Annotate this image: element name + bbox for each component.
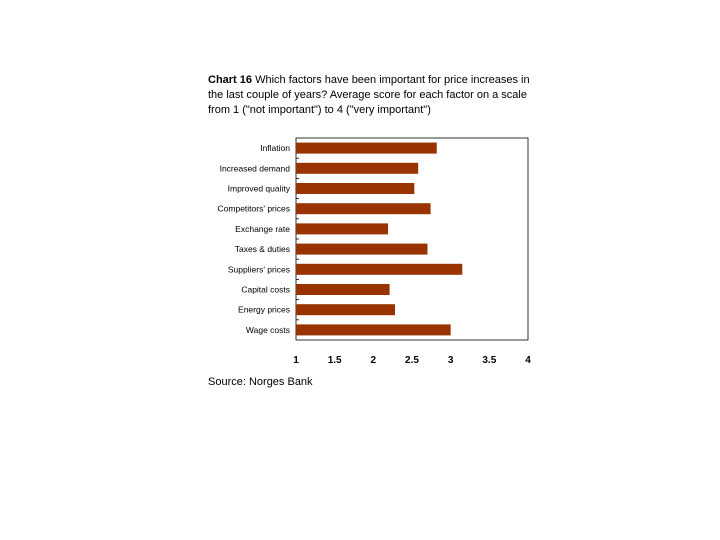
x-tick-label: 2 [371,355,377,366]
bar [296,263,463,275]
category-label: Capital costs [241,285,290,295]
bar [296,243,428,255]
bar [296,284,390,295]
x-tick-label: 3.5 [482,355,496,366]
chart-number: Chart 16 [208,74,253,86]
category-label: Increased demand [220,163,291,173]
bar [296,223,389,235]
plot-frame [295,137,529,341]
x-tick-label: 3 [448,355,454,366]
category-label: Improved quality [228,184,291,194]
category-label: Inflation [260,143,290,153]
bar [296,324,451,336]
category-labels: Inflation Increased demand Improved qualit… [218,143,291,335]
bar [296,162,419,174]
x-tick-label: 1.5 [328,355,342,366]
category-label: Suppliers' prices [228,264,290,274]
x-tick-label: 4 [525,355,531,366]
category-label: Energy prices [238,305,290,315]
category-label: Competitors' prices [218,204,290,214]
x-tick-label: 2.5 [405,355,419,366]
x-tick-label: 1 [293,355,299,366]
bars [296,142,463,336]
x-tick-labels: 1 1.5 2 2.5 3 3.5 4 [293,355,531,366]
category-label: Exchange rate [235,224,290,234]
chart-title-text: Which factors have been important for pr… [208,74,530,116]
bar [296,183,415,194]
bar [296,304,395,316]
category-label: Taxes & duties [235,244,290,254]
source-note: Source: Norges Bank [208,376,313,388]
bar [296,142,437,154]
category-label: Wage costs [246,325,290,335]
bar [296,203,431,215]
chart-title: Chart 16 Which factors have been importa… [208,73,538,118]
